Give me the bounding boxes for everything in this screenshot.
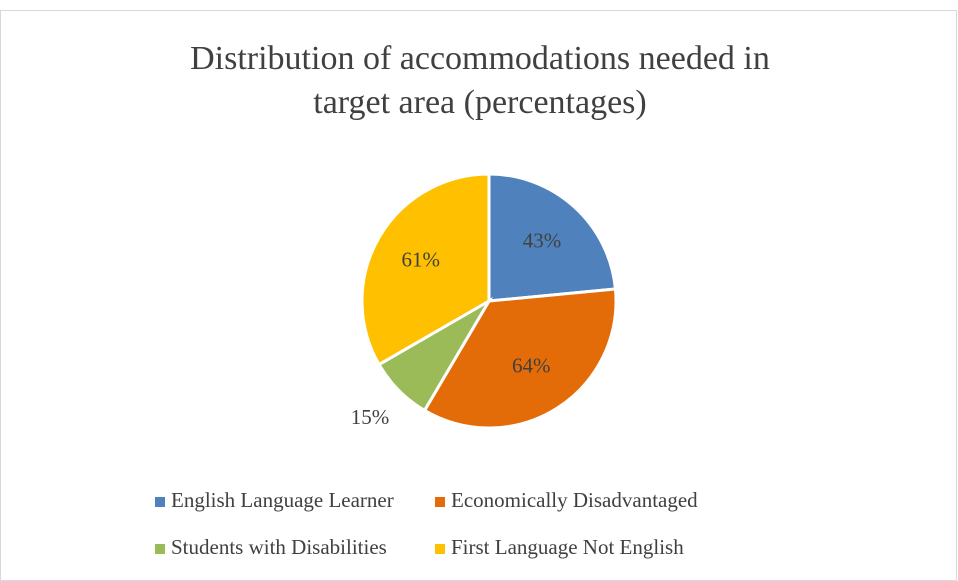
data-label: 15% bbox=[351, 405, 390, 429]
legend-label: First Language Not English bbox=[451, 535, 684, 559]
data-label: 43% bbox=[523, 229, 562, 253]
legend-swatch bbox=[435, 544, 445, 554]
legend-swatch bbox=[155, 544, 165, 554]
legend-label: Economically Disadvantaged bbox=[451, 488, 698, 512]
data-label: 61% bbox=[402, 247, 441, 271]
legend-label: English Language Learner bbox=[171, 488, 394, 512]
legend-swatch bbox=[435, 497, 445, 507]
legend-label: Students with Disabilities bbox=[171, 535, 387, 559]
pie-slice bbox=[422, 287, 618, 430]
pie-slice bbox=[360, 172, 491, 367]
chart-title: Distribution of accommodations needed in… bbox=[190, 40, 770, 121]
pie-slice bbox=[487, 172, 618, 303]
data-label: 64% bbox=[512, 353, 551, 377]
legend-swatch bbox=[155, 497, 165, 507]
